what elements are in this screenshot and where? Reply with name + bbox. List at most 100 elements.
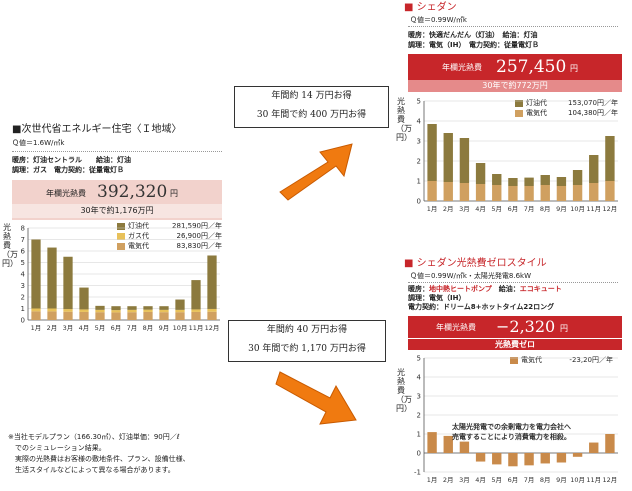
bar-segment — [143, 311, 153, 320]
y-tick-label: 2 — [417, 412, 421, 420]
legend-value: 83,830円／年 — [176, 242, 223, 250]
x-tick-label: 7月 — [524, 476, 535, 484]
zero-divider — [408, 282, 618, 283]
y-tick-label: 4 — [417, 118, 422, 126]
y-tick-label: 2 — [21, 294, 25, 302]
x-tick-label: 9月 — [556, 205, 567, 213]
y-tick-label: 5 — [417, 355, 421, 363]
callout-top: 年間約 14 万円お得 30 年間で約 400 万円お得 — [234, 86, 389, 128]
bar-segment — [159, 312, 169, 320]
y-tick-label: 0 — [21, 317, 25, 325]
zero-spec-hotwater-value: エコキュート — [519, 285, 562, 293]
zero-spec-heating: 暖房：地中熱ヒートポンプ 給油：エコキュート — [408, 285, 562, 294]
y-tick-label: 7 — [21, 236, 25, 244]
footnote-line3: 実際の光熱費はお客様の敷地条件、プラン、設備仕様、 — [8, 455, 190, 463]
sedan-annual-unit: 円 — [570, 64, 578, 73]
callout-bottom: 年間約 40 万円お得 30 年間で約 1,170 万円お得 — [228, 320, 386, 362]
bar-segment — [443, 435, 453, 453]
zero-annual-label: 年欄光熱費 — [436, 323, 476, 332]
bar-segment — [572, 170, 583, 185]
bar-segment — [47, 311, 57, 320]
y-tick-label: 4 — [21, 271, 26, 279]
zero-spec-heating-value: 地中熱ヒートポンプ — [429, 285, 492, 293]
left-spec-heating: 暖房：灯油セントラル 給油：灯油 — [12, 156, 131, 164]
bar-segment — [459, 183, 470, 201]
y-tick-label: 1 — [417, 431, 421, 439]
bar-segment — [443, 133, 453, 182]
bar-segment — [475, 184, 486, 201]
zero-annual-unit: 円 — [560, 324, 568, 333]
x-tick-label: 3月 — [459, 476, 470, 484]
bar-segment — [492, 453, 502, 465]
callout-top-line2: 30 年間で約 400 万円お得 — [256, 110, 367, 120]
sedan-q-value: Ｑ値＝0.99W/㎡k — [410, 16, 467, 24]
x-tick-label: 11月 — [586, 476, 601, 484]
bar-segment — [589, 442, 599, 453]
x-tick-label: 2月 — [443, 476, 454, 484]
sedan-cost-chart: 0 1 2 3 4 5 1月 2月 3月 4月 5月 6月 7月 8月 9月 10月 11月 12月 — [417, 98, 618, 213]
x-tick-label: 10月 — [570, 205, 585, 213]
x-tick-label: 10月 — [173, 324, 188, 332]
zero-legend: 電気代 -23,20円／年 — [510, 355, 613, 365]
y-tick-label: 1 — [417, 178, 421, 186]
y-tick-label: 0 — [417, 450, 421, 458]
y-tick-label: 2 — [417, 158, 421, 166]
sedan-legend: 灯油代 153,070円／年 電気代 104,380円／年 — [515, 98, 618, 118]
bar-segment — [159, 306, 169, 310]
bar-segment — [524, 177, 534, 186]
x-tick-label: 4月 — [475, 476, 486, 484]
bar-segment — [31, 239, 41, 309]
legend-value: 26,900円／年 — [176, 232, 223, 240]
bar-segment — [589, 155, 599, 183]
bar-segment — [589, 183, 599, 201]
bar-segment — [175, 312, 185, 320]
x-tick-label: 3月 — [63, 324, 74, 332]
bar-segment — [95, 305, 105, 310]
bar-segment — [475, 163, 486, 184]
legend-name: 電気代 — [128, 242, 149, 250]
y-tick-label: 3 — [21, 282, 25, 290]
bar-segment — [459, 441, 470, 453]
bar-segment — [427, 181, 437, 201]
sedan-annual-band: 年欄光熱費 257,450 円 — [408, 54, 622, 80]
zero-annual-band: 年欄光熱費 −2,320 円 — [408, 316, 622, 338]
bar-segment — [492, 174, 502, 185]
x-tick-label: 2月 — [443, 205, 454, 213]
x-tick-label: 3月 — [459, 205, 470, 213]
left-divider — [12, 151, 222, 152]
legend-name: 灯油代 — [526, 99, 547, 107]
bar-segment — [605, 434, 615, 453]
sedan-annual-value: 257,450 — [496, 57, 567, 77]
callout-top-line1: 年間約 14 万円お得 — [271, 91, 352, 101]
zero-annotation: 太陽光発電での余剰電力を電力会社へ 売電することにより消費電力を相殺。 — [452, 422, 571, 442]
bar-segment — [556, 186, 567, 201]
x-tick-label: 5月 — [491, 205, 502, 213]
footnote-line2: でのシミュレーション結果。 — [8, 444, 106, 452]
legend-swatch — [510, 356, 518, 364]
bar-segment — [492, 185, 502, 201]
x-tick-label: 8月 — [540, 476, 551, 484]
bar-segment — [508, 186, 518, 201]
x-tick-label: 12月 — [603, 205, 618, 213]
sedan-spec-heating: 暖房：快適だんだん（灯油） 給油：灯油 — [408, 31, 538, 39]
legend-value: 281,590円／年 — [172, 222, 222, 230]
legend-kerosene: 灯油代 281,590円／年 — [117, 221, 222, 231]
zero-spec-contract: 電力契約：ドリーム8+ホットタイム22ロング — [408, 303, 555, 311]
bar-segment — [143, 306, 153, 310]
bar-segment — [427, 124, 437, 181]
bar-segment — [79, 287, 89, 310]
x-tick-label: 9月 — [556, 476, 567, 484]
bar-segment — [605, 136, 615, 181]
bar-segment — [605, 181, 615, 201]
x-tick-label: 11月 — [189, 324, 204, 332]
x-tick-label: 7月 — [127, 324, 138, 332]
bar-segment — [540, 453, 550, 464]
zero-cost-chart: -1 0 1 2 3 4 5 1月 2月 3月 4月 5月 6月 7月 8月 9月 10月 11月 12月 — [414, 355, 618, 484]
bar-segment — [111, 306, 121, 311]
zero-spec-cooking: 調理：電気（IH） — [408, 294, 466, 302]
x-tick-label: 5月 — [491, 476, 502, 484]
bar-segment — [111, 312, 121, 320]
y-tick-label: 5 — [417, 98, 421, 106]
bar-segment — [459, 138, 470, 183]
sedan-spec-cooking: 調理：電気（IH） 電力契約：従量電灯Ｂ — [408, 41, 539, 49]
